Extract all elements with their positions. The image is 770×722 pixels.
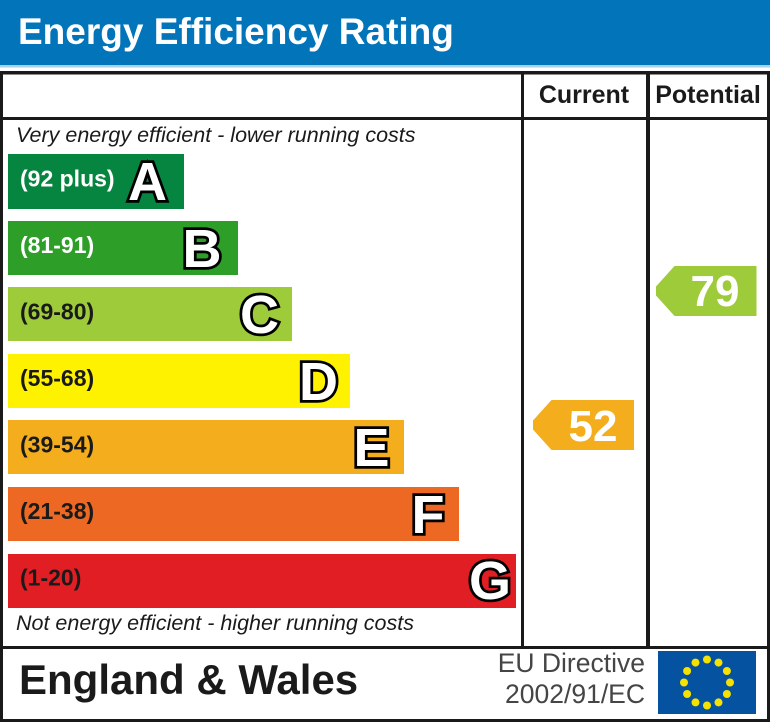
svg-text:D: D — [299, 352, 338, 412]
svg-text:C: C — [240, 285, 279, 345]
svg-text:(21-38): (21-38) — [20, 498, 94, 524]
svg-text:(39-54): (39-54) — [20, 432, 94, 458]
svg-text:79: 79 — [691, 267, 740, 316]
svg-text:EU Directive: EU Directive — [498, 648, 645, 678]
svg-text:Not energy efficient - higher: Not energy efficient - higher running co… — [16, 611, 414, 635]
svg-text:2002/91/EC: 2002/91/EC — [505, 679, 645, 709]
svg-text:F: F — [412, 485, 445, 545]
svg-text:Very energy efficient - lower: Very energy efficient - lower running co… — [16, 123, 416, 147]
svg-text:(55-68): (55-68) — [20, 365, 94, 391]
svg-text:G: G — [469, 551, 511, 611]
svg-text:(1-20): (1-20) — [20, 565, 81, 591]
svg-text:E: E — [353, 418, 389, 478]
svg-text:Potential: Potential — [655, 81, 761, 109]
svg-text:A: A — [128, 152, 167, 212]
svg-text:Current: Current — [539, 81, 630, 109]
svg-text:52: 52 — [569, 402, 618, 451]
svg-text:(81-91): (81-91) — [20, 232, 94, 258]
svg-text:(69-80): (69-80) — [20, 299, 94, 325]
svg-text:(92 plus): (92 plus) — [20, 166, 115, 192]
svg-text:B: B — [183, 219, 222, 279]
svg-text:England & Wales: England & Wales — [19, 656, 358, 703]
svg-text:Energy Efficiency Rating: Energy Efficiency Rating — [18, 11, 454, 52]
